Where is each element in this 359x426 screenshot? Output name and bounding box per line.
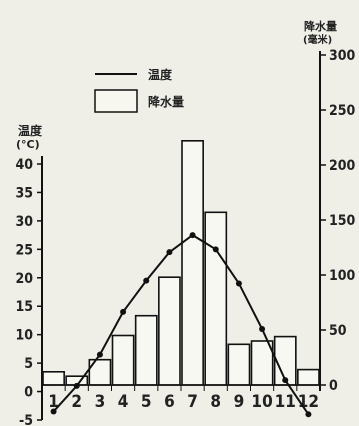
temperature-point-2 — [73, 382, 80, 389]
right-tick-label-50: 50 — [329, 323, 347, 339]
temperature-point-11 — [282, 377, 289, 384]
temperature-point-12 — [305, 411, 312, 418]
month-label-3: 3 — [95, 392, 106, 412]
left-axis-title-line2: (°C) — [16, 138, 40, 151]
left-tick-label--5: -5 — [19, 413, 33, 426]
right-tick-label-0: 0 — [329, 378, 338, 394]
right-tick-label-100: 100 — [329, 268, 356, 284]
right-tick-label-200: 200 — [329, 158, 356, 174]
legend-line-label: 温度 — [148, 67, 173, 82]
left-tick-label-35: 35 — [15, 185, 33, 201]
precip-bar-7 — [181, 140, 204, 386]
month-label-9: 9 — [234, 392, 245, 412]
right-tick-label-300: 300 — [329, 48, 356, 64]
legend: 温度 降水量 — [94, 67, 184, 113]
precip-bar-4 — [111, 334, 135, 386]
temperature-point-5 — [143, 277, 150, 284]
month-label-2: 2 — [71, 392, 82, 412]
precip-bar-1 — [42, 370, 65, 386]
month-label-4: 4 — [118, 392, 129, 412]
left-tick-label-15: 15 — [15, 299, 33, 315]
left-tick-label-30: 30 — [15, 214, 33, 230]
temperature-point-3 — [96, 351, 103, 358]
temperature-point-9 — [235, 280, 242, 287]
precip-bar-9 — [227, 343, 251, 386]
month-label-11: 11 — [275, 392, 296, 412]
left-tick-label-25: 25 — [15, 242, 33, 258]
month-label-6: 6 — [164, 392, 175, 412]
temperature-point-4 — [120, 308, 127, 315]
temperature-point-10 — [259, 325, 266, 332]
temperature-point-1 — [50, 408, 57, 415]
left-axis-title-line1: 温度 — [18, 123, 43, 138]
month-label-1: 1 — [48, 392, 59, 412]
right-axis-title-line1: 降水量 — [304, 19, 337, 33]
month-label-8: 8 — [210, 392, 221, 412]
month-label-10: 10 — [251, 392, 272, 412]
precip-bar-6 — [158, 276, 181, 386]
left-tick-label-5: 5 — [24, 356, 33, 372]
left-tick-label-20: 20 — [15, 271, 33, 287]
temperature-line — [52, 233, 310, 415]
legend-bar-swatch — [94, 89, 138, 113]
month-label-7: 7 — [187, 392, 198, 412]
precip-bar-8 — [204, 211, 228, 386]
right-tick-label-250: 250 — [329, 103, 356, 119]
precip-bar-12 — [297, 368, 320, 386]
left-tick-label-10: 10 — [15, 328, 33, 344]
right-tick-label-150: 150 — [329, 213, 356, 229]
temperature-point-8 — [212, 246, 219, 253]
legend-bar-label: 降水量 — [148, 94, 184, 109]
right-axis-title-line2: (毫米) — [303, 33, 332, 46]
precip-bar-5 — [134, 314, 158, 386]
left-tick-label-0: 0 — [24, 385, 33, 401]
temperature-point-6 — [166, 249, 173, 256]
left-tick-label-40: 40 — [15, 157, 33, 173]
month-label-5: 5 — [141, 392, 152, 412]
temperature-point-7 — [189, 232, 196, 239]
